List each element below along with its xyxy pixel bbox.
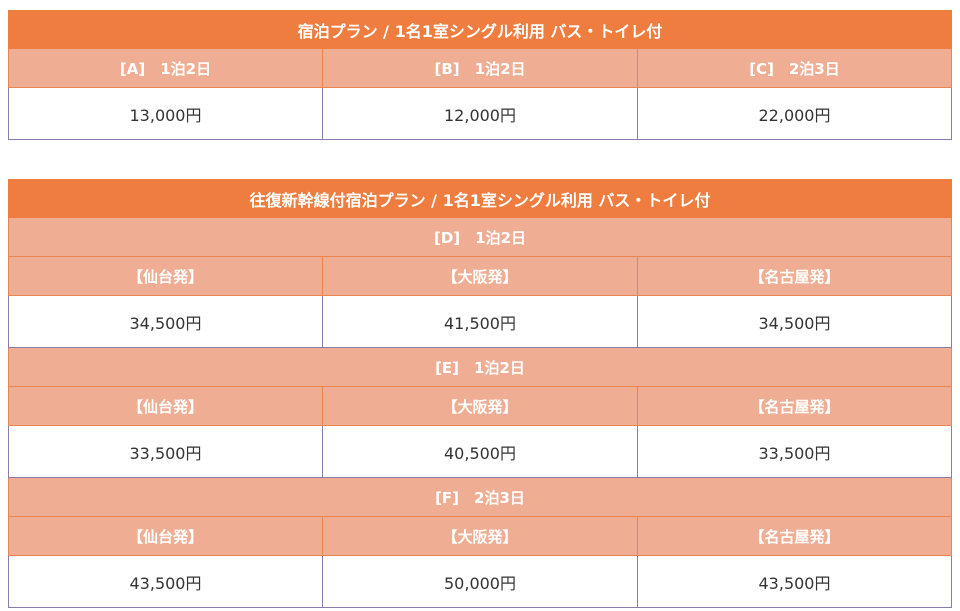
shinkansen-plan-table: 往復新幹線付宿泊プラン / 1名1室シングル利用 バス・トイレ付 [D] 1泊2… — [7, 179, 953, 608]
price-e-nagoya: 33,500円 — [636, 425, 953, 478]
section-label-e: [E] 1泊2日 — [7, 347, 953, 387]
column-header-a: [A] 1泊2日 — [8, 48, 323, 88]
city-header-sendai: 【仙台発】 — [8, 386, 323, 426]
price-a: 13,000円 — [8, 87, 323, 140]
column-header-b: [B] 1泊2日 — [322, 48, 638, 88]
city-header-osaka: 【大阪発】 — [322, 256, 638, 296]
price-d-nagoya: 34,500円 — [636, 295, 953, 348]
price-f-osaka: 50,000円 — [322, 555, 638, 608]
city-header-sendai: 【仙台発】 — [8, 516, 323, 556]
section-label-d: [D] 1泊2日 — [7, 217, 953, 257]
price-e-osaka: 40,500円 — [322, 425, 638, 478]
section-label-f: [F] 2泊3日 — [7, 477, 953, 517]
column-header-c: [C] 2泊3日 — [636, 48, 953, 88]
price-d-sendai: 34,500円 — [8, 295, 323, 348]
city-header-nagoya: 【名古屋発】 — [636, 386, 953, 426]
accommodation-plan-table: 宿泊プラン / 1名1室シングル利用 バス・トイレ付 [A] 1泊2日 [B] … — [7, 10, 953, 140]
price-e-sendai: 33,500円 — [8, 425, 323, 478]
price-c: 22,000円 — [636, 87, 953, 140]
price-f-sendai: 43,500円 — [8, 555, 323, 608]
city-header-sendai: 【仙台発】 — [8, 256, 323, 296]
city-header-nagoya: 【名古屋発】 — [636, 256, 953, 296]
city-header-nagoya: 【名古屋発】 — [636, 516, 953, 556]
plan-title: 往復新幹線付宿泊プラン / 1名1室シングル利用 バス・トイレ付 — [7, 179, 953, 218]
price-d-osaka: 41,500円 — [322, 295, 638, 348]
price-f-nagoya: 43,500円 — [636, 555, 953, 608]
city-header-osaka: 【大阪発】 — [322, 516, 638, 556]
city-header-osaka: 【大阪発】 — [322, 386, 638, 426]
price-b: 12,000円 — [322, 87, 638, 140]
plan-title: 宿泊プラン / 1名1室シングル利用 バス・トイレ付 — [7, 10, 953, 49]
